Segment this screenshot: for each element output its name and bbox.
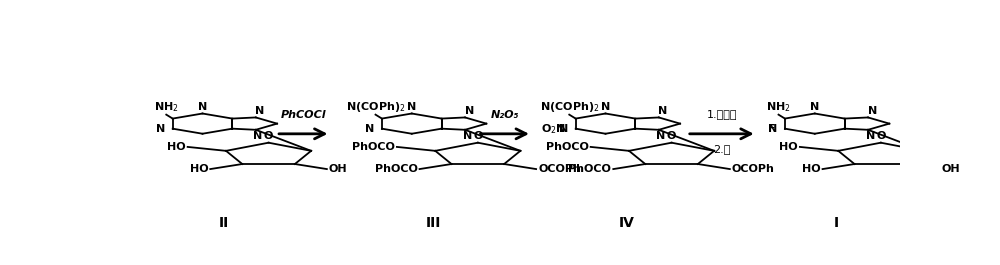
Text: O: O: [473, 131, 483, 141]
Text: N: N: [768, 124, 777, 134]
Text: 1.氟化剂: 1.氟化剂: [706, 109, 737, 120]
Text: N: N: [253, 131, 263, 141]
Text: III: III: [425, 216, 441, 229]
Text: NH$_2$: NH$_2$: [154, 100, 179, 114]
Text: N: N: [198, 102, 207, 112]
Text: OCOPh: OCOPh: [538, 164, 581, 174]
Text: HO: HO: [190, 164, 208, 174]
Text: F: F: [768, 124, 776, 134]
Text: O: O: [667, 131, 676, 141]
Text: N: N: [559, 124, 568, 134]
Text: N: N: [656, 131, 666, 141]
Text: N: N: [810, 102, 819, 112]
Text: I: I: [834, 216, 839, 229]
Text: HO: HO: [167, 142, 186, 152]
Text: N: N: [866, 131, 875, 141]
Text: PhOCO: PhOCO: [568, 164, 611, 174]
Text: N(COPh)$_2$: N(COPh)$_2$: [540, 100, 599, 114]
Text: N: N: [365, 124, 374, 134]
Text: N: N: [156, 124, 165, 134]
Text: OCOPh: OCOPh: [732, 164, 775, 174]
Text: PhCOCl: PhCOCl: [280, 111, 326, 121]
Text: N₂O₅: N₂O₅: [490, 111, 519, 121]
Text: N: N: [255, 106, 265, 116]
Text: HO: HO: [802, 164, 820, 174]
Text: OH: OH: [329, 164, 348, 174]
Text: N: N: [868, 106, 877, 116]
Text: O: O: [264, 131, 273, 141]
Text: O$_2$N: O$_2$N: [541, 122, 566, 136]
Text: 2.碱: 2.碱: [713, 144, 730, 154]
Text: NH$_2$: NH$_2$: [766, 100, 791, 114]
Text: N: N: [463, 131, 472, 141]
Text: N(COPh)$_2$: N(COPh)$_2$: [346, 100, 405, 114]
Text: N: N: [407, 102, 416, 112]
Text: PhOCO: PhOCO: [352, 142, 395, 152]
Text: II: II: [219, 216, 229, 229]
Text: IV: IV: [619, 216, 635, 229]
Text: OH: OH: [941, 164, 960, 174]
Text: N: N: [658, 106, 668, 116]
Text: HO: HO: [779, 142, 798, 152]
Text: PhOCO: PhOCO: [375, 164, 417, 174]
Text: N: N: [601, 102, 610, 112]
Text: O: O: [876, 131, 886, 141]
Text: N: N: [465, 106, 474, 116]
Text: PhOCO: PhOCO: [546, 142, 589, 152]
